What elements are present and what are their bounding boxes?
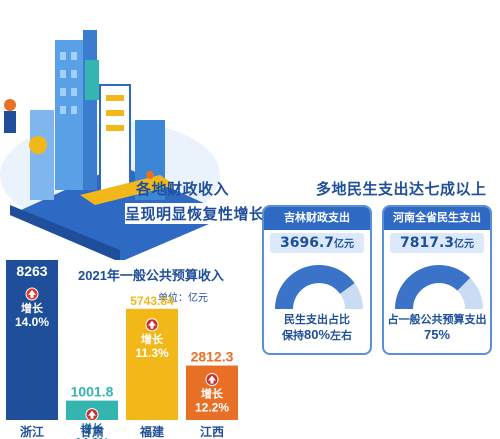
gauge-card-jilin: 吉林财政支出 3696.7亿元 民生支出占比 保持80%左右 xyxy=(262,205,372,355)
up-arrow-glyph xyxy=(148,320,156,329)
growth-value: 14.6% xyxy=(75,436,109,439)
growth-value: 14.0% xyxy=(15,315,49,329)
gauge-value-box: 7817.3亿元 xyxy=(390,233,484,253)
growth-label: 增长 xyxy=(141,332,164,346)
gauge-desc-pre: 保持 xyxy=(281,330,304,342)
gauge-card-henan: 河南全省民生支出 7817.3亿元 占一般公共预算支出 75% xyxy=(382,205,492,355)
gauge-value: 3696.7 xyxy=(279,235,335,251)
gauge-card-title: 河南全省民生支出 xyxy=(384,207,490,230)
gauge-desc-line2: 75% xyxy=(384,327,490,342)
gauge-desc-line1: 民生支出占比 xyxy=(284,314,350,326)
bar-value-label: 5743.84 xyxy=(130,294,174,308)
gauge-desc-line1: 占一般公共预算支出 xyxy=(387,314,487,326)
headline-right: 多地民生支出达七成以上 xyxy=(316,180,487,198)
gauge-desc-pct: 80% xyxy=(303,327,331,342)
gauge-arc xyxy=(275,265,363,309)
up-arrow-glyph xyxy=(28,290,36,298)
gauge-desc-pct: 75% xyxy=(423,327,451,342)
gauge-value-box: 3696.7亿元 xyxy=(270,233,364,253)
category-label: 福建 xyxy=(139,424,165,439)
growth-value: 11.3% xyxy=(135,346,169,360)
gauge-fill xyxy=(275,265,355,309)
headline-left-line2: 呈现明显恢复性增长 xyxy=(125,203,265,224)
category-label: 江西 xyxy=(200,424,224,439)
bar-value-label: 8263 xyxy=(16,263,47,279)
gauge-desc-line2: 保持80%左右 xyxy=(264,327,370,343)
headline-left-line1: 各地财政收入 xyxy=(136,180,230,198)
category-label: 浙江 xyxy=(20,424,44,439)
bar xyxy=(6,260,58,420)
up-arrow-glyph xyxy=(88,410,96,419)
growth-value: 12.2% xyxy=(195,401,229,415)
bar-chart: 8263增长14.0%浙江1001.8增长14.6%甘肃5743.84增长11.… xyxy=(6,260,238,439)
gauge-desc-post: 左右 xyxy=(330,330,353,342)
gauge-card-title: 吉林财政支出 xyxy=(264,207,370,230)
gauge-fill xyxy=(395,265,471,309)
chart-unit-label: 单位：亿元 xyxy=(158,293,208,304)
gauge-value: 7817.3 xyxy=(399,235,455,251)
gauge-unit: 亿元 xyxy=(334,239,355,250)
up-arrow-glyph xyxy=(208,375,216,384)
chart-title: 2021年一般公共预算收入 xyxy=(78,268,224,283)
growth-label: 增长 xyxy=(21,301,44,315)
bar-value-label: 1001.8 xyxy=(71,384,114,400)
gauge-arc xyxy=(395,265,483,309)
category-label: 甘肃 xyxy=(80,424,104,439)
growth-label: 增长 xyxy=(201,387,224,401)
gauge-unit: 亿元 xyxy=(454,239,475,250)
bar-value-label: 2812.3 xyxy=(191,349,234,365)
city-illustration xyxy=(0,30,230,260)
growth-label: 增长 xyxy=(81,422,104,436)
